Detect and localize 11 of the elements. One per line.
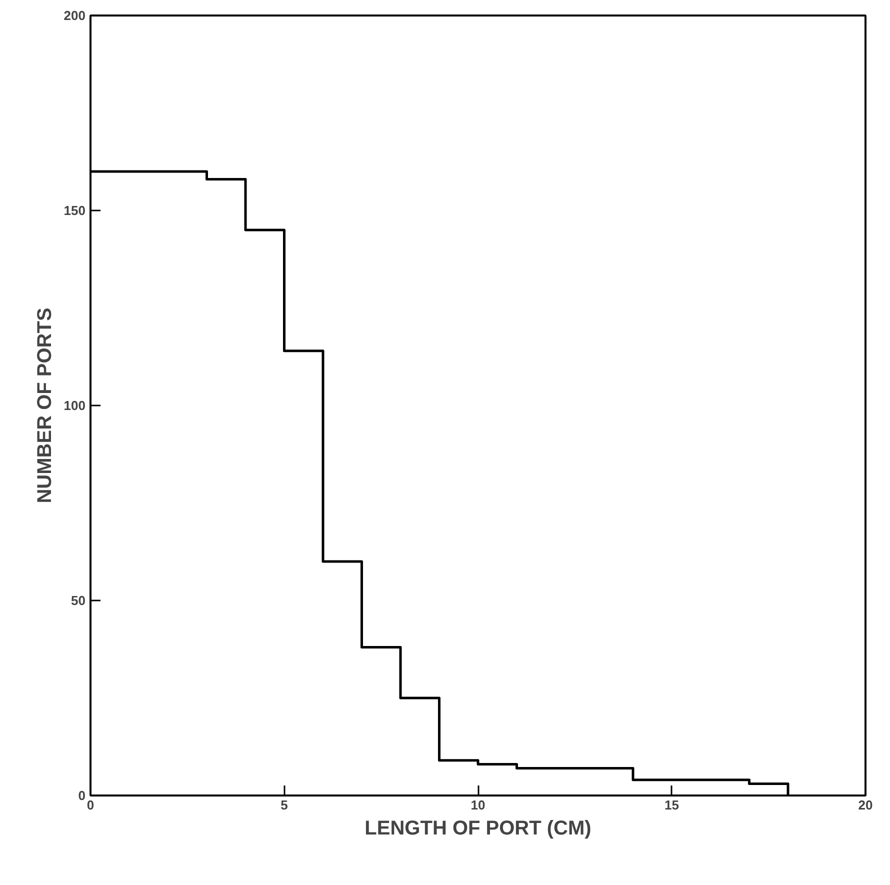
- y-tick-label: 150: [64, 203, 86, 218]
- x-tick-label: 15: [664, 798, 679, 812]
- x-tick-label: 5: [280, 798, 288, 812]
- x-tick-label: 10: [470, 798, 486, 812]
- x-axis-title: LENGTH OF PORT (CM): [364, 818, 592, 840]
- y-tick-label: 0: [78, 788, 86, 803]
- x-tick-label: 20: [858, 798, 873, 812]
- y-tick-label: 100: [64, 398, 86, 413]
- y-tick-label: 200: [64, 8, 86, 23]
- y-tick-label: 50: [71, 593, 86, 608]
- y-axis-title: NUMBER OF PORTS: [34, 308, 56, 504]
